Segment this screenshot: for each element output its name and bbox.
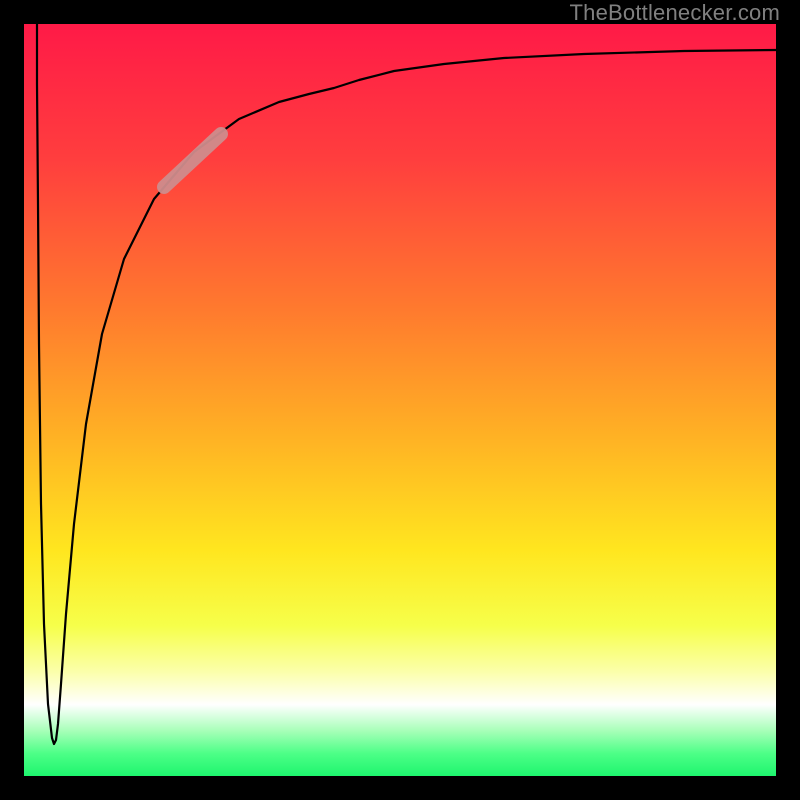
plot-background [24, 24, 776, 776]
chart-canvas [0, 0, 800, 800]
